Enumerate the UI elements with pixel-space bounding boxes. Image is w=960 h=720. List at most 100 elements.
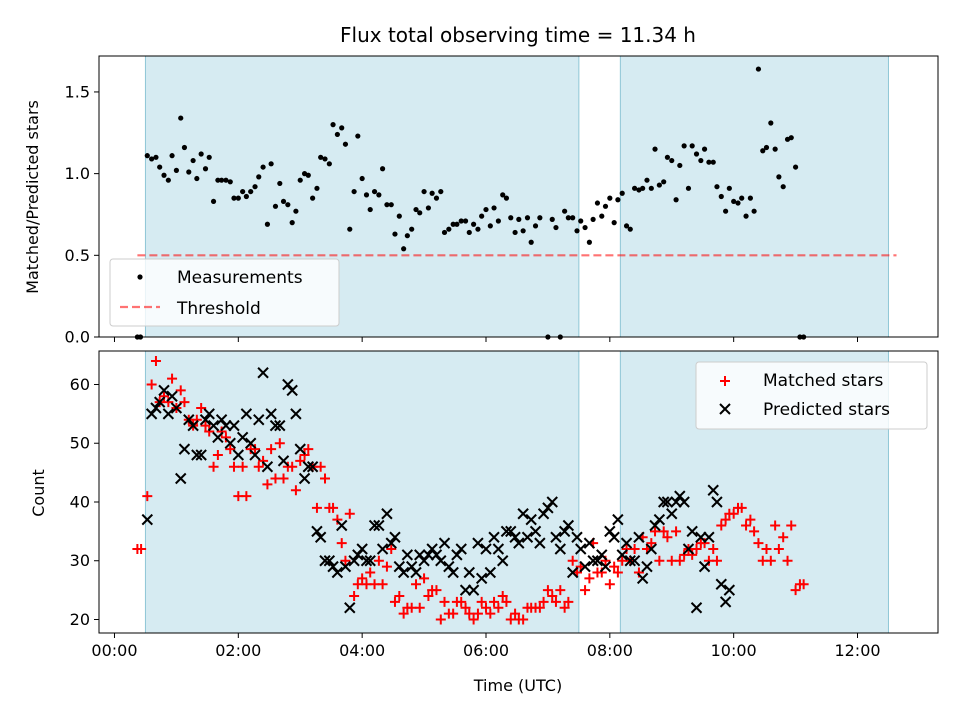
measurement-point [388, 202, 394, 208]
predicted-star-point [269, 419, 282, 432]
matched-star-point [534, 602, 545, 613]
measurement-point [227, 179, 233, 185]
matched-star-point [290, 485, 301, 496]
measurement-point [495, 218, 501, 224]
matched-star-point [274, 438, 285, 449]
measurement-point [425, 205, 432, 211]
measurement-point [644, 177, 650, 183]
matched-star-point [480, 602, 491, 613]
matched-star-point [501, 596, 512, 607]
measurement-point [186, 169, 192, 175]
matched-star-point [228, 461, 239, 472]
y-tick-label: 0.0 [65, 328, 90, 347]
matched-star-point [493, 602, 504, 613]
matched-star-point [563, 596, 574, 607]
chart-title: Flux total observing time = 11.34 h [340, 23, 696, 47]
measurement-point [615, 197, 621, 203]
measurement-point [516, 216, 522, 222]
measurement-point [264, 221, 271, 227]
measurement-point [661, 179, 667, 185]
predicted-star-point [277, 455, 290, 467]
measurement-point [161, 172, 167, 178]
predicted-star-point [290, 408, 302, 420]
measurement-point [454, 221, 460, 227]
predicted-star-point [686, 525, 698, 538]
measurement-point [681, 143, 687, 149]
predicted-star-point [274, 419, 286, 432]
measurement-point [685, 185, 692, 191]
matched-star-point [550, 596, 561, 607]
measurement-point [714, 184, 720, 190]
legend-marker-predicted [719, 403, 731, 415]
measurement-point [602, 203, 609, 209]
observing-window-1 [619, 55, 889, 338]
measurement-point [157, 164, 163, 170]
predicted-star-point [368, 519, 381, 532]
matched-star-point [612, 567, 623, 578]
y-axis-label-count: Count [29, 469, 48, 517]
matched-star-point [381, 561, 392, 572]
predicted-star-point [497, 555, 509, 567]
ratio-panel: 0.0 0.5 1.0 1.5 Measurements Threshold [65, 55, 939, 347]
predicted-star-point [170, 402, 183, 414]
predicted-star-point [513, 537, 525, 549]
measurement-point [326, 161, 332, 167]
predicted-star-point [352, 549, 364, 561]
predicted-star-point [249, 449, 261, 461]
measurement-point [500, 192, 506, 198]
matched-star-point [250, 444, 261, 455]
predicted-star-point [286, 384, 298, 397]
predicted-star-point [455, 543, 467, 555]
predicted-star-point [348, 555, 360, 567]
legend-label-measurements: Measurements [177, 268, 303, 288]
matched-star-point [782, 555, 793, 566]
measurement-point [293, 208, 299, 214]
matched-star-point [212, 449, 223, 460]
matched-star-point [629, 543, 640, 554]
predicted-star-point [373, 519, 385, 532]
measurement-point [363, 192, 370, 198]
measurement-point [537, 215, 543, 221]
matched-star-point [373, 555, 384, 566]
measurement-point [181, 144, 188, 151]
measurement-point [607, 195, 613, 201]
predicted-star-point [141, 513, 154, 526]
predicted-star-point [447, 566, 459, 579]
matched-star-point [196, 402, 207, 413]
matched-star-point [344, 508, 355, 519]
matched-star-point [204, 426, 215, 437]
predicted-star-point [703, 531, 715, 543]
predicted-star-point [356, 543, 368, 555]
matched-star-point [736, 502, 747, 513]
measurement-point [409, 226, 415, 232]
measurement-point [252, 184, 258, 190]
matched-star-point [287, 461, 298, 472]
matched-star-point [658, 526, 669, 537]
matched-star-point [741, 520, 752, 531]
predicted-star-point [666, 508, 678, 520]
matched-star-point [691, 543, 702, 554]
matched-star-point [773, 543, 784, 554]
predicted-star-point [207, 419, 220, 432]
matched-star-point [386, 543, 397, 554]
predicted-star-point [166, 390, 178, 402]
measurement-point [322, 156, 328, 162]
matched-star-point [278, 473, 289, 484]
predicted-star-point [187, 419, 199, 432]
matched-star-point [584, 573, 595, 584]
predicted-star-point [534, 537, 546, 549]
matched-star-point [208, 461, 219, 472]
matched-star-point [311, 502, 322, 513]
matched-star-point [253, 461, 264, 472]
matched-star-point [559, 602, 570, 613]
measurement-point [173, 167, 179, 173]
matched-star-point [654, 555, 665, 566]
predicted-star-point [261, 461, 274, 473]
measurement-point [623, 223, 630, 229]
measurement-point [656, 182, 662, 188]
predicted-star-point [566, 566, 579, 579]
predicted-star-point [240, 408, 253, 420]
measurement-point [718, 193, 724, 200]
matched-star-point [538, 596, 549, 607]
measurement-point [731, 198, 737, 205]
